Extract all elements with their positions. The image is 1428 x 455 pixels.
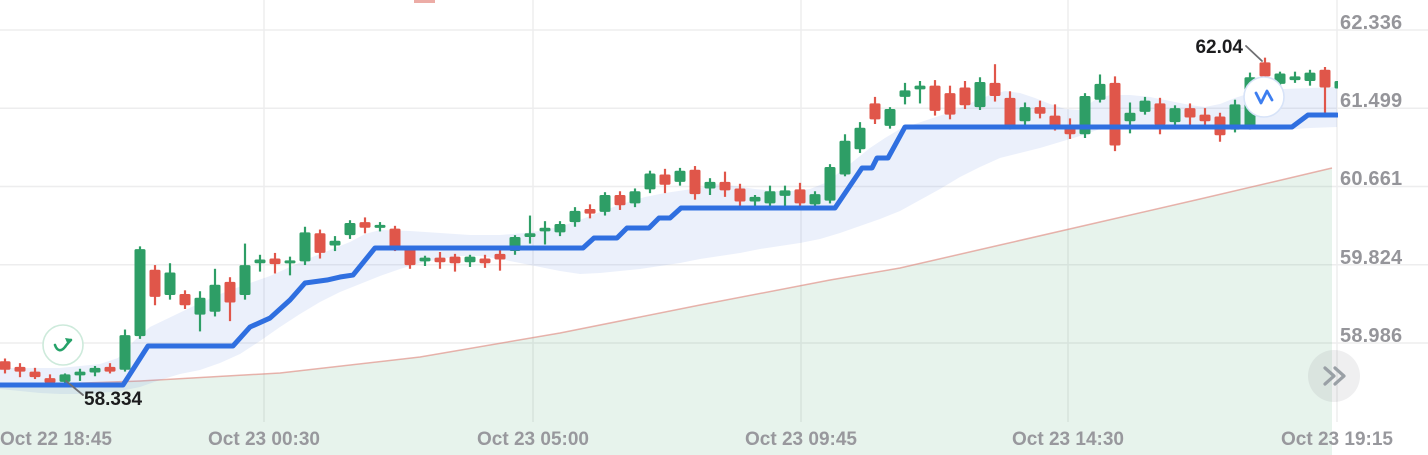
trend-up-arrow-icon[interactable] (42, 324, 84, 366)
chevron-double-right-icon (1323, 366, 1336, 386)
time-tick-label: Oct 22 18:45 (0, 429, 112, 450)
pulse-zigzag-icon[interactable] (1243, 76, 1285, 118)
price-tick-label: 60.661 (1340, 168, 1403, 191)
trailing-stop-line (0, 112, 1338, 388)
scroll-right-button[interactable] (1308, 350, 1360, 402)
support-area-edge (0, 167, 1333, 387)
annotation-pointer (65, 380, 84, 396)
channel-band (0, 87, 1337, 394)
price-tick-label: 59.824 (1340, 246, 1403, 269)
annotation-pointer (1245, 45, 1263, 62)
support-area (0, 168, 1332, 455)
time-tick-label: Oct 23 09:45 (745, 429, 857, 450)
time-tick-label: Oct 23 19:15 (1281, 429, 1393, 450)
time-tick-label: Oct 23 00:30 (208, 429, 320, 450)
clipped-ui-fragment (414, 0, 435, 3)
time-tick-label: Oct 23 14:30 (1012, 429, 1124, 450)
price-tick-label: 61.499 (1340, 90, 1403, 113)
trade-price-annotation: 58.334 (84, 389, 143, 410)
price-tick-label: 58.986 (1340, 324, 1403, 347)
time-tick-label: Oct 23 05:00 (477, 429, 589, 450)
price-tick-label: 62.336 (1340, 12, 1403, 34)
candles (0, 57, 1338, 387)
high-price-annotation: 62.04 (1195, 37, 1243, 58)
